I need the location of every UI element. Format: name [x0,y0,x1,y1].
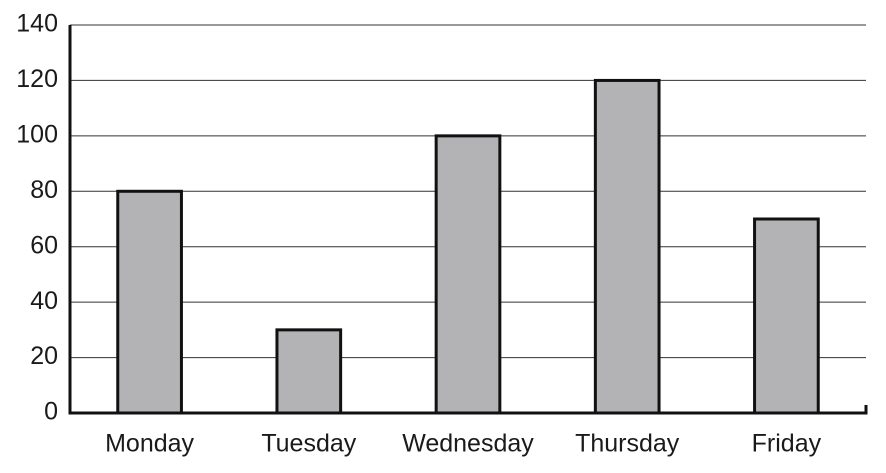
bar [434,134,502,415]
bar [116,189,183,415]
x-tick-label: Friday [752,430,822,458]
y-tick-label: 140 [16,10,58,38]
bar [753,217,820,415]
bar [593,78,661,415]
x-tick-label: Tuesday [261,430,356,458]
y-tick-label: 80 [30,176,58,204]
y-tick-label: 120 [16,65,58,93]
x-tick-label: Thursday [575,430,680,458]
y-tick-label: 60 [30,231,58,259]
x-tick-label: Wednesday [402,430,534,458]
y-tick-label: 20 [30,342,58,370]
bar [275,328,343,415]
y-tick-label: 100 [16,120,58,148]
y-tick-label: 0 [44,398,58,426]
y-tick-label: 40 [30,287,58,315]
x-tick-label: Monday [105,430,194,458]
